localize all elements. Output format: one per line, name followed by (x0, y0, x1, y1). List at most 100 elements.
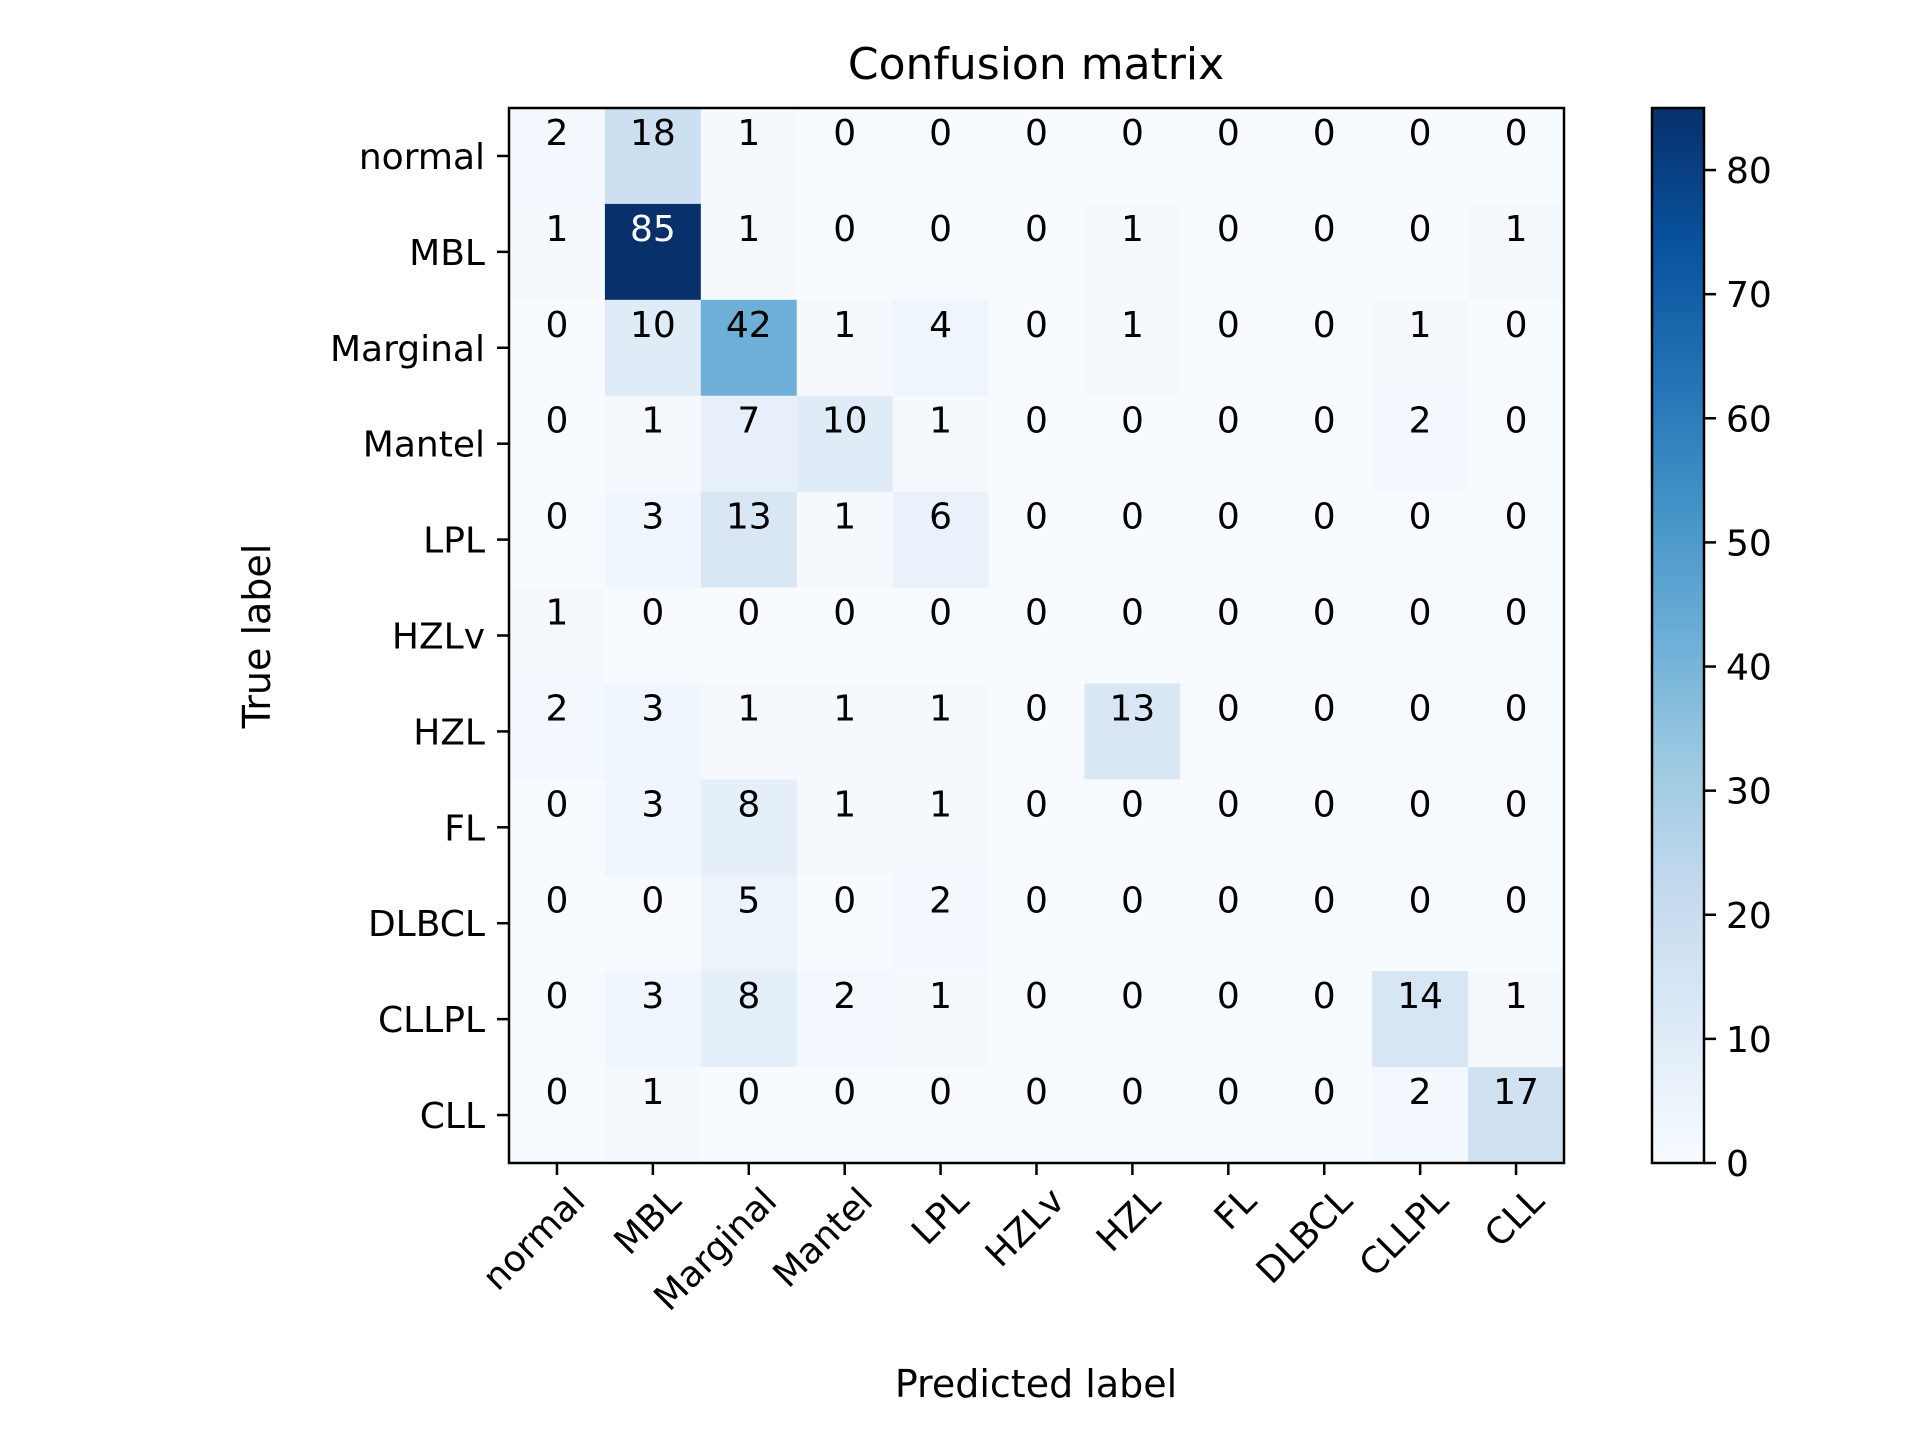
heatmap-cell (1084, 587, 1181, 685)
heatmap-cell (509, 203, 606, 301)
cell-value-label: 0 (1505, 113, 1528, 154)
heatmap-cell (509, 587, 606, 685)
cell-value-label: 0 (1025, 113, 1048, 154)
heatmap-cell (1084, 299, 1181, 397)
y-tick-label: HZLv (392, 617, 485, 658)
heatmap-cell (988, 108, 1086, 205)
cell-value-label: 0 (1025, 497, 1048, 538)
cell-value-label: 0 (737, 593, 760, 634)
cell-value-label: 0 (1121, 593, 1144, 634)
y-tick-label: CLL (420, 1096, 485, 1137)
cell-value-label: 0 (546, 880, 569, 921)
heatmap-cell (1180, 108, 1277, 205)
heatmap-cell (1468, 971, 1565, 1068)
heatmap-cell (509, 491, 606, 589)
cell-value-label: 0 (1121, 497, 1144, 538)
heatmap-cell (892, 299, 990, 397)
heatmap-cell (1372, 971, 1469, 1068)
cell-value-label: 3 (641, 497, 664, 538)
cell-value-label: 0 (641, 593, 664, 634)
cell-value-label: 0 (1121, 113, 1144, 154)
cell-value-label: 1 (833, 305, 856, 346)
cell-value-label: 0 (1505, 688, 1528, 729)
heatmap-cell (604, 971, 702, 1068)
heatmap-cell (1084, 203, 1181, 301)
heatmap-cell (1180, 683, 1277, 780)
cell-value-label: 0 (1313, 305, 1336, 346)
cell-value-label: 1 (929, 688, 952, 729)
heatmap-cell (1180, 299, 1277, 397)
heatmap-cell (1276, 779, 1373, 876)
heatmap-cell (1372, 203, 1469, 301)
cell-value-label: 6 (929, 497, 952, 538)
heatmap-cell (1276, 203, 1373, 301)
cell-value-label: 1 (833, 784, 856, 825)
heatmap-cell (1372, 779, 1469, 876)
cell-value-label: 10 (822, 401, 868, 442)
y-tick-label: MBL (409, 233, 485, 274)
cell-value-label: 0 (1313, 497, 1336, 538)
heatmap-cell (604, 1067, 702, 1164)
heatmap-cell (1468, 683, 1565, 780)
heatmap-cell (1468, 1067, 1565, 1164)
colorbar-tick-label: 70 (1726, 275, 1772, 316)
heatmap-cell (1276, 299, 1373, 397)
heatmap-cell (796, 108, 894, 205)
y-tick-label: normal (359, 137, 485, 178)
cell-value-label: 0 (1121, 784, 1144, 825)
heatmap-cell (1180, 971, 1277, 1068)
x-tick-label: Mantel (766, 1180, 881, 1295)
cell-value-label: 0 (1217, 401, 1240, 442)
cell-value-label: 0 (1025, 1072, 1048, 1113)
cell-value-label: 0 (1025, 401, 1048, 442)
y-tick-label: HZL (413, 712, 485, 753)
colorbar-tick-label: 40 (1726, 648, 1772, 689)
heatmap-cell (1372, 875, 1469, 972)
heatmap-cell (892, 779, 990, 876)
cell-value-label: 0 (1409, 497, 1432, 538)
heatmap-cell (1084, 971, 1181, 1068)
cell-value-label: 2 (929, 880, 952, 921)
cell-value-label: 1 (929, 976, 952, 1017)
cell-value-label: 0 (1409, 113, 1432, 154)
cell-value-label: 1 (737, 209, 760, 250)
cell-value-label: 1 (1121, 305, 1144, 346)
heatmap-cell (1180, 395, 1277, 493)
heatmap-cell (700, 683, 798, 780)
cell-value-label: 0 (1409, 593, 1432, 634)
cell-value-label: 0 (1217, 209, 1240, 250)
cell-value-label: 0 (929, 113, 952, 154)
x-tick-label: LPL (904, 1180, 977, 1253)
heatmap-cell (509, 299, 606, 397)
heatmap-cell (604, 779, 702, 876)
heatmap-cell (988, 587, 1086, 685)
cell-value-label: 17 (1493, 1072, 1539, 1113)
y-tick-label: LPL (423, 521, 485, 562)
cell-value-label: 0 (929, 209, 952, 250)
cell-value-label: 0 (833, 113, 856, 154)
heatmap-cell (700, 395, 798, 493)
cell-value-label: 0 (929, 593, 952, 634)
heatmap-cell (1276, 875, 1373, 972)
cell-value-label: 0 (1025, 880, 1048, 921)
cell-value-label: 13 (1110, 688, 1156, 729)
cell-value-label: 0 (546, 784, 569, 825)
heatmap-cell (1468, 395, 1565, 493)
heatmap-cell (1468, 875, 1565, 972)
cell-value-label: 0 (1121, 976, 1144, 1017)
y-tick-label: Marginal (330, 329, 485, 370)
heatmap-cell (796, 971, 894, 1068)
colorbar-tick-label: 10 (1726, 1020, 1772, 1061)
x-tick-label: CLLPL (1352, 1180, 1457, 1285)
heatmap-cell (700, 108, 798, 205)
colorbar-tick-label: 80 (1726, 151, 1772, 192)
cell-value-label: 0 (1409, 880, 1432, 921)
cell-value-label: 13 (726, 497, 772, 538)
heatmap-cell (509, 971, 606, 1068)
heatmap-cell (1372, 587, 1469, 685)
heatmap-cell (1372, 491, 1469, 589)
heatmap-cell (796, 395, 894, 493)
cell-value-label: 3 (641, 784, 664, 825)
cell-value-label: 2 (546, 688, 569, 729)
cell-value-label: 0 (833, 880, 856, 921)
